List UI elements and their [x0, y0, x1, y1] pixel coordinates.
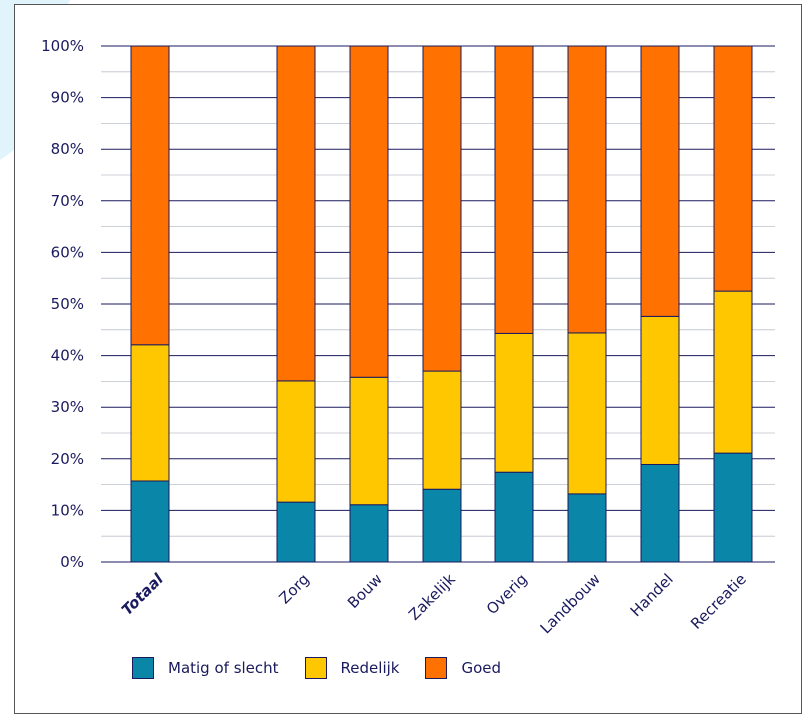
x-category-label: Landbouw: [537, 570, 604, 637]
legend-item: Matig of slecht: [132, 657, 279, 679]
bar-segment-recreatie-2: [713, 45, 753, 292]
bar-segment-recreatie-0: [713, 452, 753, 563]
legend-label: Goed: [461, 659, 502, 677]
bar-segment-overig-0: [494, 471, 534, 563]
x-category-label: Totaal: [118, 570, 168, 620]
bar-segment-handel-0: [640, 463, 680, 563]
bar-segment-handel-2: [640, 45, 680, 317]
legend-item: Goed: [425, 657, 501, 679]
bar-segment-bouw-0: [349, 504, 389, 563]
bar-segment-landbouw-1: [567, 332, 607, 495]
x-category-label: Overig: [483, 570, 531, 618]
bar-segment-bouw-2: [349, 45, 389, 378]
x-category-label: Recreatie: [687, 570, 750, 633]
legend: Matig of slecht Redelijk Goed: [132, 655, 527, 681]
bar-segment-landbouw-2: [567, 45, 607, 334]
bar-segment-zakelijk-1: [422, 370, 462, 490]
bar-segment-totaal-1: [130, 344, 170, 482]
y-tick-label: 70%: [51, 192, 84, 210]
y-tick-label: 20%: [51, 450, 84, 468]
y-tick-label: 0%: [60, 553, 84, 571]
bar-segment-overig-1: [494, 332, 534, 473]
y-tick-label: 40%: [51, 347, 84, 365]
bar-segment-bouw-1: [349, 376, 389, 506]
bar-segment-zakelijk-2: [422, 45, 462, 372]
bar-segment-totaal-2: [130, 45, 170, 346]
y-tick-label: 50%: [51, 295, 84, 313]
bar-segment-zorg-1: [276, 380, 316, 503]
x-category-label: Zakelijk: [405, 570, 459, 624]
y-tick-label: 10%: [51, 501, 84, 519]
bar-segment-overig-2: [494, 45, 534, 334]
bar-segment-handel-1: [640, 315, 680, 465]
bar-segment-recreatie-1: [713, 290, 753, 454]
legend-label: Redelijk: [340, 659, 400, 677]
legend-swatch: [425, 657, 448, 679]
legend-item: Redelijk: [304, 657, 400, 679]
y-tick-label: 100%: [41, 37, 84, 55]
bar-segment-landbouw-0: [567, 493, 607, 563]
x-category-label: Bouw: [344, 570, 386, 612]
y-tick-label: 80%: [51, 140, 84, 158]
bar-segment-zorg-2: [276, 45, 316, 382]
legend-label: Matig of slecht: [168, 659, 279, 677]
bar-segment-zorg-0: [276, 501, 316, 563]
legend-swatch: [132, 657, 154, 679]
bar-segment-totaal-0: [130, 480, 170, 563]
y-tick-label: 30%: [51, 398, 84, 416]
x-category-label: Zorg: [275, 570, 312, 607]
stacked-bar-chart: 0% 10% 20% 30% 40% 50% 60% 70% 80% 90% 100% Totaal Z…: [41, 37, 775, 637]
x-category-label: Handel: [627, 570, 677, 620]
y-tick-label: 60%: [51, 243, 84, 261]
legend-swatch: [304, 657, 327, 679]
bar-segment-zakelijk-0: [422, 488, 462, 563]
y-tick-label: 90%: [51, 89, 84, 107]
